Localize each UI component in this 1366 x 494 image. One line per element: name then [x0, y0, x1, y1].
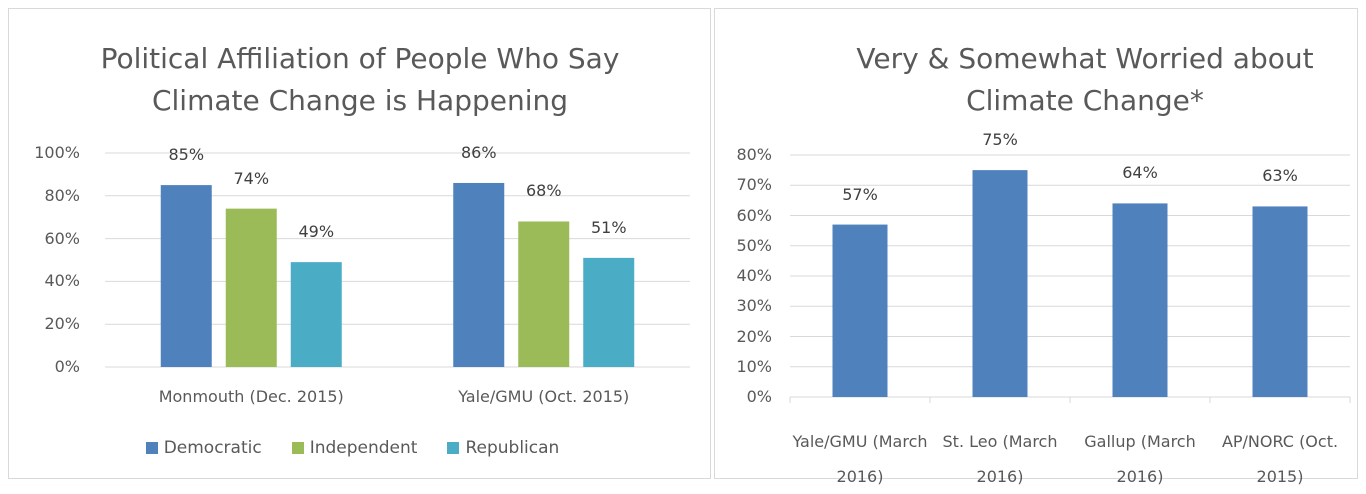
y-tick-label: 20%	[44, 314, 80, 334]
bar	[225, 208, 277, 367]
chart-title: Political Affiliation of People Who Say …	[100, 42, 620, 117]
y-tick-label: 60%	[736, 205, 772, 225]
x-tick-label: Yale/GMU (March 2016)	[792, 432, 928, 486]
value-label: 68%	[525, 181, 562, 201]
value-label: 57%	[842, 184, 878, 204]
legend-item: Independent	[291, 438, 418, 458]
bar	[160, 185, 212, 367]
bar	[972, 170, 1028, 397]
y-tick-label: 20%	[736, 326, 772, 346]
legend: Democratic Independent Republican	[105, 438, 600, 458]
x-tick-label: St. Leo (March 2016)	[942, 432, 1058, 486]
legend-item: Democratic	[145, 438, 262, 458]
x-tick-label: Monmouth (Dec. 2015)	[158, 387, 344, 406]
bar	[518, 221, 570, 367]
value-label: 86%	[460, 142, 497, 162]
value-label: 51%	[590, 217, 627, 237]
legend-label: Independent	[309, 438, 418, 458]
y-tick-label: 60%	[44, 228, 80, 248]
legend-item: Republican	[447, 438, 559, 458]
value-label: 49%	[298, 222, 335, 242]
page: Political Affiliation of People Who Say …	[8, 8, 1358, 486]
charts	[8, 8, 1358, 479]
legend-label: Republican	[465, 438, 560, 458]
y-tick-label: 40%	[736, 266, 772, 285]
bar	[453, 182, 505, 367]
y-tick-label: 0%	[54, 357, 80, 376]
value-label: 63%	[1262, 166, 1298, 186]
bar	[1112, 203, 1168, 397]
y-tick-label: 10%	[736, 356, 772, 376]
y-tick-label: 40%	[44, 271, 80, 291]
y-tick-label: 70%	[736, 175, 772, 195]
value-label: 75%	[982, 130, 1018, 150]
legend-label: Democratic	[163, 438, 262, 458]
panel-border	[8, 8, 711, 479]
value-label: 74%	[233, 168, 270, 188]
bar	[290, 262, 342, 367]
x-tick-label: AP/NORC (Oct. 2015)	[1221, 432, 1339, 486]
y-tick-label: 0%	[746, 387, 772, 406]
chart-title: Very & Somewhat Worried about Climate Ch…	[856, 42, 1314, 117]
y-tick-label: 80%	[44, 185, 80, 205]
y-tick-label: 100%	[34, 143, 80, 162]
bar	[832, 224, 888, 397]
x-tick-label: Gallup (March 2016)	[1084, 432, 1196, 486]
value-label: 64%	[1122, 163, 1158, 183]
panel-border	[714, 8, 1358, 479]
legend-swatch	[291, 442, 304, 454]
bar	[1252, 206, 1308, 397]
x-tick-label: Yale/GMU (Oct. 2015)	[458, 387, 630, 406]
y-tick-label: 50%	[736, 235, 772, 255]
value-label: 85%	[168, 145, 205, 165]
y-tick-label: 30%	[736, 296, 772, 316]
y-tick-label: 80%	[736, 145, 772, 164]
legend-swatch	[145, 442, 158, 454]
legend-swatch	[447, 442, 460, 454]
bar	[583, 257, 635, 367]
